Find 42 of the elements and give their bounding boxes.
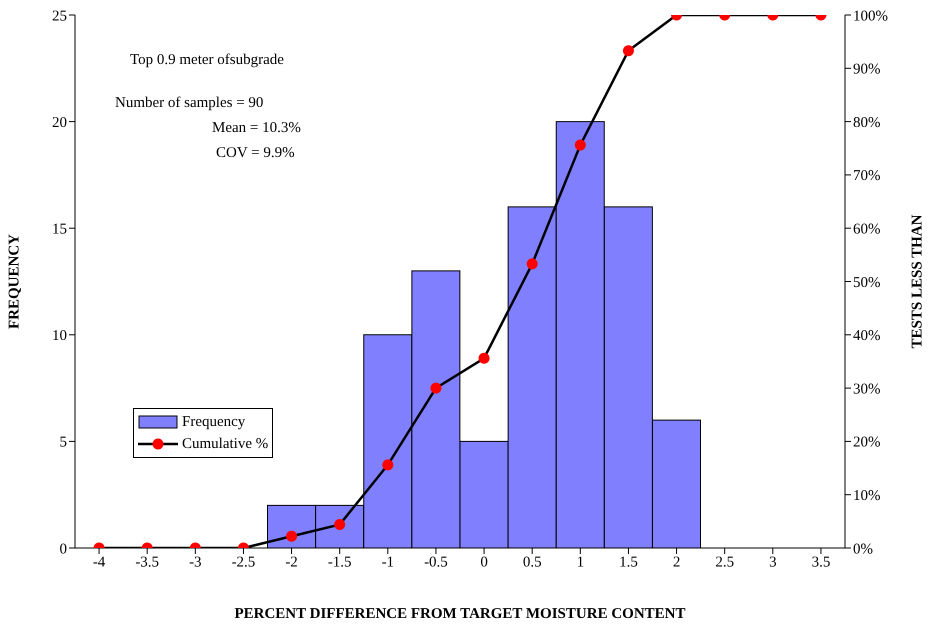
x-tick-label: 2.5	[715, 554, 734, 571]
y-tick-label: 5	[60, 434, 67, 451]
legend-label: Cumulative %	[182, 436, 268, 452]
y-tick-label: 25	[52, 8, 67, 24]
y2-tick-label: 100%	[853, 8, 888, 24]
y2-tick-label: 50%	[853, 274, 880, 291]
y-tick-label: 10	[52, 328, 67, 344]
y2-tick-label: 90%	[853, 62, 880, 78]
legend-label: Frequency	[182, 414, 246, 430]
y2-axis-title: TESTS LESS THAN	[909, 214, 926, 348]
x-tick-label: -2.5	[232, 554, 256, 571]
annotation: COV = 9.9%	[216, 145, 295, 162]
y2-tick-label: 80%	[853, 114, 880, 131]
y2-tick-label: 40%	[853, 328, 880, 344]
y2-tick-label: 60%	[853, 222, 880, 238]
y-tick-label: 20	[52, 114, 67, 131]
x-tick-label: -1.5	[328, 554, 352, 571]
annotation: Mean = 10.3%	[212, 120, 301, 137]
x-tick-label: 1.5	[619, 554, 638, 571]
x-tick-label: 3.5	[812, 554, 830, 571]
x-tick-label: -2	[285, 554, 298, 571]
x-tick-label: -0.5	[424, 554, 448, 571]
y-tick-label: 0	[60, 541, 67, 558]
y2-tick-label: 70%	[853, 168, 880, 184]
x-tick-label: 0	[480, 554, 488, 571]
y2-tick-label: 30%	[853, 381, 880, 398]
x-tick-label: -3.5	[135, 554, 160, 571]
annotation: Number of samples = 90	[115, 95, 264, 112]
y2-tick-label: 0%	[853, 541, 873, 558]
x-tick-label: -3	[189, 554, 202, 571]
y-axis-title: FREQUENCY	[6, 234, 22, 330]
x-tick-label: 0.5	[522, 554, 542, 571]
x-axis-title: PERCENT DIFFERENCE FROM TARGET MOISTURE CONTENT	[234, 606, 686, 622]
y-tick-label: 15	[52, 222, 67, 238]
annotation: Top 0.9 meter ofsubgrade	[130, 52, 284, 69]
y2-tick-label: 20%	[853, 434, 880, 451]
x-tick-label: 2	[672, 554, 680, 571]
x-tick-label: 1	[576, 554, 584, 571]
x-tick-label: 3	[769, 554, 777, 571]
x-tick-label: -4	[92, 554, 106, 571]
y2-tick-label: 10%	[853, 488, 880, 504]
x-tick-label: -1	[382, 554, 394, 571]
